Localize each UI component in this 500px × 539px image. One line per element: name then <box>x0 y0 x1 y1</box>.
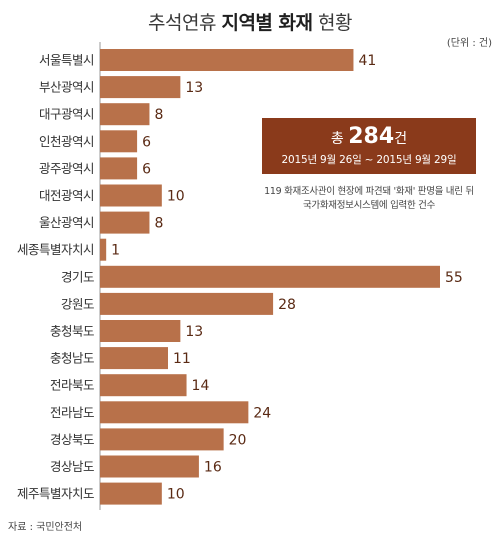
bar <box>100 292 274 315</box>
bar-value-label: 8 <box>154 107 163 123</box>
summary-note-line1: 119 화재조사관이 현장에 파견돼 '화재' 판명을 내린 뒤 <box>264 186 474 197</box>
category-label: 강원도 <box>61 296 94 311</box>
summary-suffix: 건 <box>394 131 408 147</box>
summary-note: 119 화재조사관이 현장에 파견돼 '화재' 판명을 내린 뒤 국가화재정보시… <box>262 185 476 213</box>
bar <box>100 211 150 234</box>
bar <box>100 320 181 342</box>
bar <box>100 76 181 99</box>
bar-value-label: 24 <box>253 405 271 421</box>
summary-box: 총 284건 2015년 9월 26일 ~ 2015년 9월 29일 <box>262 118 476 174</box>
bar <box>100 455 199 478</box>
bar-value-label: 11 <box>173 351 191 367</box>
bar-value-label: 10 <box>167 189 185 205</box>
bar <box>100 49 354 71</box>
bar-value-label: 28 <box>278 297 296 313</box>
category-label: 전라남도 <box>50 405 94 420</box>
bar <box>100 103 150 126</box>
category-label: 충청남도 <box>50 351 94 366</box>
category-label: 전라북도 <box>50 378 94 393</box>
bar-value-label: 6 <box>142 134 151 150</box>
bar-value-label: 16 <box>204 460 222 476</box>
category-label: 충청북도 <box>50 324 94 339</box>
source-note: 자료 : 국민안전처 <box>8 522 83 533</box>
summary-total-value: 284 <box>348 124 395 149</box>
bar <box>100 482 162 505</box>
category-label: 경상북도 <box>50 432 94 447</box>
chart-title: 추석연휴 지역별 화재 현황 <box>0 8 500 35</box>
summary-note-line2: 국가화재정보시스템에 입력한 건수 <box>302 200 436 211</box>
category-label: 광주광역시 <box>39 161 94 176</box>
bar <box>100 130 138 153</box>
category-label: 대구광역시 <box>39 107 94 122</box>
bar-value-label: 13 <box>185 80 203 96</box>
title-prefix: 추석연휴 <box>148 12 216 34</box>
bar-value-label: 41 <box>358 53 376 69</box>
bar <box>100 157 138 180</box>
category-label: 부산광역시 <box>39 80 94 95</box>
bar <box>100 428 224 451</box>
category-label: 대전광역시 <box>39 188 94 203</box>
bar-value-label: 1 <box>111 243 120 259</box>
bar-value-label: 10 <box>167 487 185 503</box>
bar <box>100 238 107 261</box>
category-label: 제주특별자치도 <box>17 486 94 501</box>
category-label: 서울특별시 <box>39 53 94 68</box>
bar <box>100 184 162 207</box>
bar-value-label: 13 <box>185 324 203 340</box>
bar-value-label: 8 <box>154 216 163 232</box>
category-label: 인천광역시 <box>39 134 94 149</box>
bar <box>100 347 168 370</box>
bar-value-label: 14 <box>192 378 210 394</box>
category-label: 경기도 <box>61 269 94 284</box>
bar <box>100 374 187 397</box>
bar-value-label: 55 <box>445 270 463 286</box>
category-label: 울산광역시 <box>39 215 94 230</box>
bar-value-label: 6 <box>142 161 151 177</box>
summary-total: 총 284건 <box>262 124 476 149</box>
title-strong: 지역별 화재 <box>221 12 313 34</box>
unit-label: (단위 : 건) <box>446 38 492 49</box>
bar-value-label: 20 <box>229 432 247 448</box>
summary-prefix: 총 <box>330 131 344 147</box>
summary-period: 2015년 9월 26일 ~ 2015년 9월 29일 <box>281 154 457 166</box>
category-label: 경상남도 <box>50 459 94 474</box>
bar <box>100 401 249 424</box>
category-label: 세종특별자치시 <box>17 242 94 257</box>
bar <box>100 265 440 288</box>
title-suffix: 현황 <box>318 12 352 34</box>
